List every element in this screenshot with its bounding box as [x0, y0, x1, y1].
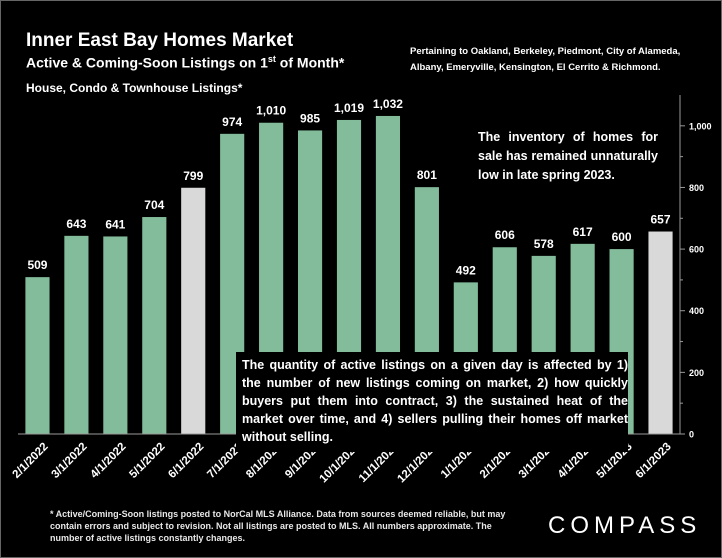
x-tick-label: 5/1/2022 — [127, 441, 167, 481]
data-label: 606 — [495, 228, 515, 242]
data-label: 657 — [651, 213, 671, 227]
y-tick-label: 400 — [689, 306, 704, 316]
bar — [181, 187, 206, 434]
y-tick-label: 0 — [689, 430, 694, 440]
data-label: 799 — [183, 169, 203, 183]
data-label: 1,010 — [256, 104, 286, 118]
bar — [142, 217, 167, 434]
inventory-note: The inventory of homes for sale has rema… — [478, 130, 658, 182]
bar — [64, 235, 89, 434]
data-label: 643 — [66, 217, 86, 231]
pertaining-text: Pertaining to Oakland, Berkeley, Piedmon… — [410, 44, 710, 76]
data-label: 578 — [534, 237, 554, 251]
compass-logo: COMPASS — [548, 512, 702, 539]
chart-title: Inner East Bay Homes Market — [26, 30, 294, 51]
subtitle-superscript: st — [267, 54, 276, 64]
data-label: 974 — [222, 115, 242, 129]
data-label: 641 — [105, 217, 125, 231]
listings-explanation-note: The quantity of active listings on a giv… — [236, 352, 628, 452]
x-tick-label: 4/1/2022 — [88, 441, 128, 481]
chart-subtitle: Active & Coming-Soon Listings on 1st of … — [26, 54, 344, 71]
y-tick-label: 200 — [689, 368, 704, 378]
data-label: 985 — [300, 111, 320, 125]
x-tick-label: 6/1/2023 — [634, 441, 674, 481]
x-tick-label: 3/1/2022 — [49, 441, 89, 481]
footnote: * Active/Coming-Soon listings posted to … — [50, 509, 506, 543]
y-tick-label: 600 — [689, 245, 704, 255]
data-label: 801 — [417, 168, 437, 182]
subtitle-end: of Month* — [275, 54, 345, 71]
y-tick-label: 800 — [689, 183, 704, 193]
pertaining-line-1: Pertaining to Oakland, Berkeley, Piedmon… — [410, 46, 681, 57]
data-label: 704 — [144, 198, 164, 212]
x-tick-label: 2/1/2022 — [11, 441, 51, 481]
data-label: 509 — [27, 258, 47, 272]
bar — [648, 231, 673, 434]
x-tick-label: 6/1/2022 — [166, 441, 206, 481]
data-label: 492 — [456, 263, 476, 277]
data-label: 1,019 — [334, 101, 364, 115]
pertaining-line-2: Albany, Emeryville, Kensington, El Cerri… — [410, 62, 661, 73]
data-label: 1,032 — [373, 97, 403, 111]
bar — [103, 236, 128, 434]
bar — [25, 277, 50, 434]
subtitle-main: Active & Coming-Soon Listings on 1 — [26, 54, 268, 71]
y-tick-label: 1,000 — [689, 121, 712, 131]
data-label: 617 — [573, 225, 593, 239]
data-label: 600 — [612, 230, 632, 244]
listing-type-label: House, Condo & Townhouse Listings* — [26, 81, 243, 95]
